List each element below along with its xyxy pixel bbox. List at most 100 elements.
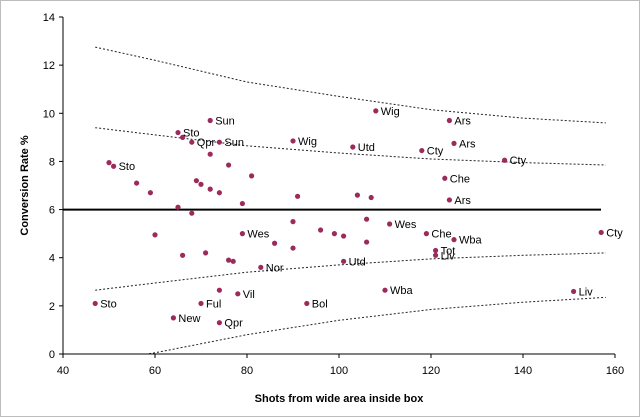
point-label: Cty [510, 155, 527, 167]
point-label: Wes [395, 219, 417, 231]
point-label: Sto [100, 298, 117, 310]
point-label: Cty [427, 146, 444, 158]
data-point [433, 247, 439, 254]
point-label: Wig [298, 136, 317, 148]
data-point [134, 180, 140, 186]
point-label: Sun [224, 137, 244, 149]
data-point [258, 264, 264, 270]
point-label: Wba [459, 235, 483, 247]
y-tick-label: 14 [43, 12, 55, 24]
x-tick-label: 160 [606, 365, 624, 377]
data-point [502, 157, 508, 163]
data-point [290, 219, 296, 225]
data-points [92, 108, 604, 326]
data-point [318, 227, 324, 233]
data-point [193, 178, 199, 184]
point-label: Utd [349, 256, 366, 268]
point-label: Sto [183, 128, 200, 140]
point-label: Nor [266, 262, 284, 274]
y-tick-label: 12 [43, 60, 55, 72]
control-limit-upper-inner [95, 127, 606, 166]
point-label: Sto [119, 161, 136, 173]
x-tick-label: 140 [514, 365, 532, 377]
data-point [442, 175, 448, 181]
data-point [239, 231, 245, 237]
data-point [295, 193, 301, 199]
point-label: Sun [215, 116, 235, 128]
point-label: Bol [312, 298, 328, 310]
data-point [433, 252, 439, 258]
axes [59, 16, 616, 358]
point-label: Che [431, 229, 451, 241]
point-label: Wba [390, 285, 414, 297]
data-point [350, 144, 356, 150]
data-point [249, 173, 255, 179]
data-point [382, 287, 388, 293]
data-point [152, 232, 158, 238]
data-point [272, 240, 278, 246]
point-label: Ars [454, 116, 471, 128]
data-point [446, 197, 452, 203]
point-label: New [178, 313, 200, 325]
data-point [364, 239, 370, 245]
data-point [111, 163, 117, 169]
x-tick-label: 40 [57, 365, 69, 377]
y-axis-title: Conversion Rate % [19, 135, 31, 235]
point-label: Liv [579, 286, 594, 298]
point-label: Ars [459, 138, 476, 150]
data-point [341, 258, 347, 264]
data-point [304, 300, 310, 307]
data-point [207, 186, 213, 192]
data-point [207, 151, 213, 157]
point-label: Che [450, 173, 470, 185]
data-point [189, 139, 195, 145]
data-point [571, 288, 577, 295]
point-label: Liv [441, 250, 456, 262]
data-point [92, 300, 98, 307]
point-label: Cty [606, 227, 623, 239]
point-label: Wes [247, 229, 269, 241]
control-limit-lines [95, 46, 606, 354]
data-point [216, 320, 222, 326]
x-tick-label: 80 [241, 365, 253, 377]
data-point [147, 190, 153, 196]
data-point [230, 258, 236, 264]
point-label: Vil [243, 289, 255, 301]
y-tick-label: 0 [49, 349, 55, 361]
data-point [354, 192, 360, 198]
data-point [368, 194, 374, 201]
data-point [216, 139, 222, 145]
data-point [239, 200, 245, 207]
data-point [226, 257, 232, 263]
point-label: Ful [206, 298, 221, 310]
point-label: Qpr [224, 318, 243, 330]
x-tick-label: 60 [149, 365, 161, 377]
data-point [189, 210, 195, 216]
data-point [451, 140, 457, 146]
y-tick-label: 8 [49, 156, 55, 168]
data-point [180, 134, 186, 140]
data-point [331, 231, 337, 237]
y-tick-label: 10 [43, 108, 55, 120]
data-point [387, 221, 393, 227]
point-label: Utd [358, 142, 375, 154]
data-point [198, 181, 204, 187]
x-tick-label: 100 [330, 365, 348, 377]
point-label: Qpr [197, 137, 216, 149]
data-point [290, 245, 296, 251]
data-point [598, 229, 604, 236]
data-point [446, 117, 452, 124]
data-point [290, 138, 296, 144]
data-point [198, 300, 204, 307]
data-point [226, 162, 232, 168]
control-limit-lower-inner [95, 252, 606, 291]
data-point [207, 117, 213, 124]
tick-labels: 0 2 4 6 8 10 12 14 40 60 80 100 120 140 160 [43, 12, 624, 377]
data-point [419, 147, 425, 154]
data-point [373, 108, 379, 114]
data-point [170, 315, 176, 321]
control-limit-lower-outer [144, 296, 606, 354]
y-tick-label: 2 [49, 301, 55, 313]
